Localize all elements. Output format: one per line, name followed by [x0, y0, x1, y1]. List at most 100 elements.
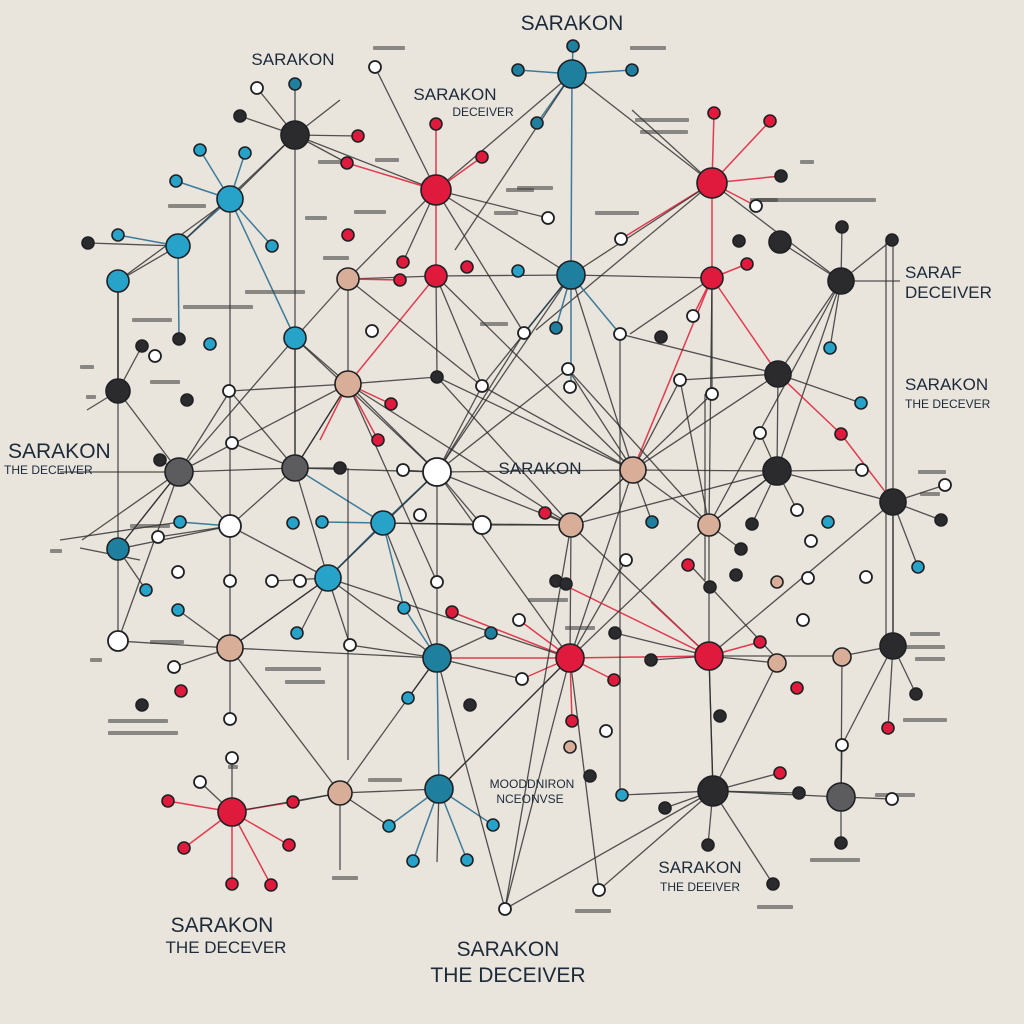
node	[371, 433, 385, 447]
edge	[347, 275, 437, 280]
hub-right-dark	[827, 267, 855, 295]
label-right-top-name: SARAF	[905, 263, 962, 282]
edge	[229, 467, 296, 527]
node	[773, 766, 787, 780]
node	[654, 330, 668, 344]
illegible-annotation	[920, 492, 940, 496]
node	[238, 146, 252, 160]
label-lower-center-line2: NCEONVSE	[496, 792, 563, 806]
edge	[776, 470, 894, 503]
edge	[535, 182, 713, 331]
node	[384, 397, 398, 411]
node	[396, 463, 410, 477]
edge	[570, 274, 634, 471]
edge	[570, 469, 634, 526]
node	[475, 379, 489, 393]
hub-right-tan	[697, 513, 721, 537]
hub-far-right-dark	[879, 488, 907, 516]
node	[834, 836, 848, 850]
node	[265, 574, 279, 588]
hub-center-tan	[619, 456, 647, 484]
node	[171, 603, 185, 617]
node	[885, 233, 899, 247]
hub-left-teal	[283, 326, 307, 350]
node	[460, 853, 474, 867]
illegible-annotation	[810, 858, 860, 862]
node	[233, 109, 247, 123]
node	[658, 801, 672, 815]
illegible-annotation	[373, 46, 405, 50]
edge	[117, 390, 180, 473]
node	[286, 795, 300, 809]
hub-top	[557, 59, 587, 89]
node	[81, 236, 95, 250]
edge	[776, 280, 842, 472]
illegible-annotation	[228, 765, 238, 769]
node	[153, 453, 167, 467]
edge	[598, 790, 714, 891]
node-layer	[81, 39, 952, 916]
edge	[567, 368, 710, 526]
node	[792, 786, 806, 800]
illegible-annotation	[800, 160, 814, 164]
label-top-left: SARAKON	[251, 50, 334, 69]
node	[644, 653, 658, 667]
edge	[711, 277, 779, 375]
edge	[569, 559, 627, 659]
edge	[117, 471, 180, 550]
hub-right-red	[700, 266, 724, 290]
node	[881, 721, 895, 735]
node	[351, 129, 365, 143]
edge	[178, 467, 296, 473]
node	[139, 583, 153, 597]
hub-mid-tan3	[558, 512, 584, 538]
node	[293, 574, 307, 588]
node	[561, 362, 575, 376]
node	[686, 309, 700, 323]
edge	[435, 274, 572, 277]
edge	[347, 383, 572, 526]
node	[766, 877, 780, 891]
node	[365, 324, 379, 338]
hub-right-tan3	[832, 647, 852, 667]
node	[796, 613, 810, 627]
node	[174, 684, 188, 698]
node	[911, 560, 925, 574]
node	[790, 503, 804, 517]
illegible-annotation	[640, 130, 688, 134]
node	[445, 605, 459, 619]
node	[173, 515, 187, 529]
edge	[435, 275, 438, 378]
node	[563, 380, 577, 394]
illegible-annotation	[506, 188, 534, 192]
label-top-center: SARAKON	[521, 12, 624, 35]
edge	[504, 524, 572, 910]
edge	[229, 390, 296, 469]
node	[265, 239, 279, 253]
node	[341, 228, 355, 242]
node	[885, 792, 899, 806]
edge	[570, 182, 713, 276]
illegible-annotation	[354, 210, 386, 214]
edge-layer	[59, 45, 946, 910]
node	[193, 143, 207, 157]
edge	[632, 469, 710, 526]
node	[148, 349, 162, 363]
edge	[712, 790, 774, 885]
edge	[435, 275, 483, 387]
node	[583, 769, 597, 783]
edge	[679, 379, 710, 526]
edge	[504, 790, 714, 910]
label-bottom-left-name: SARAKON	[171, 914, 274, 937]
hub-left-white	[107, 630, 129, 652]
edge	[555, 580, 710, 657]
node	[486, 818, 500, 832]
hub-mid-tan2	[334, 370, 362, 398]
edge	[294, 337, 438, 473]
node	[282, 838, 296, 852]
node	[608, 626, 622, 640]
node	[463, 698, 477, 712]
edge	[708, 277, 713, 526]
edge	[229, 525, 329, 579]
